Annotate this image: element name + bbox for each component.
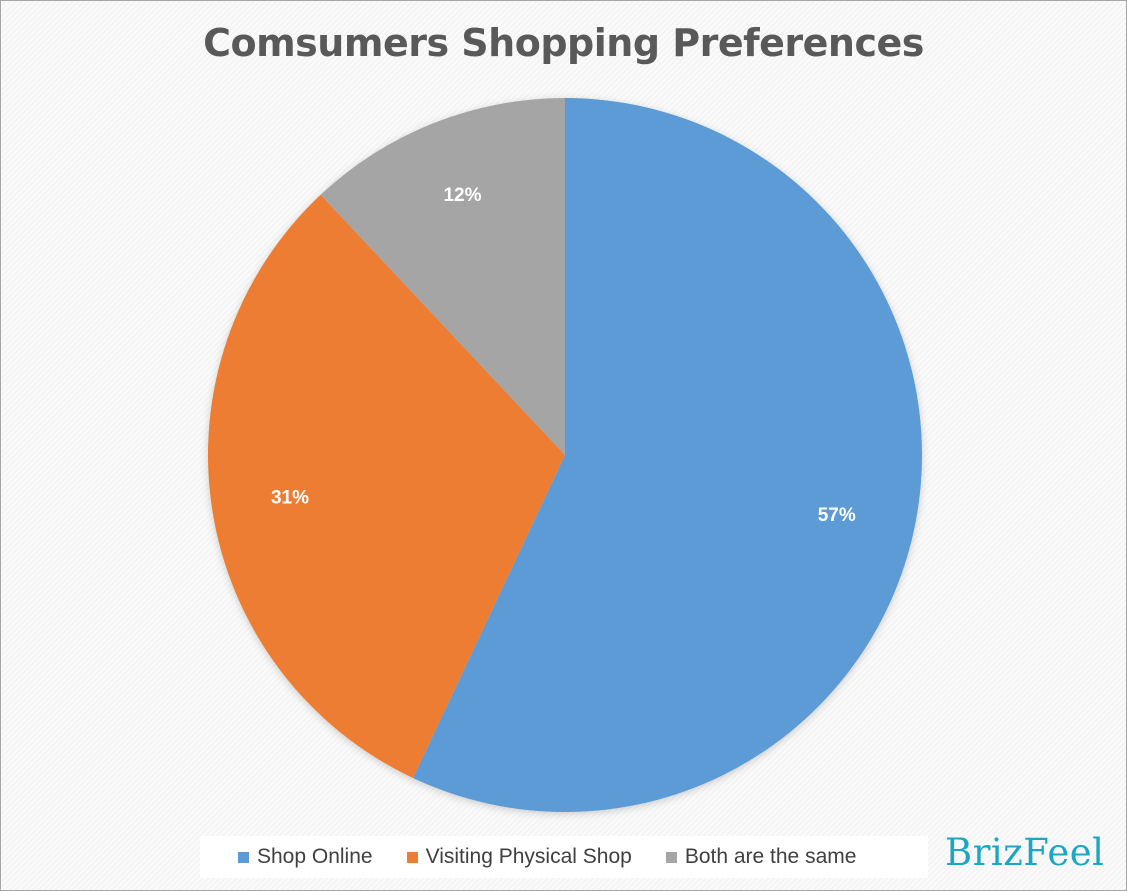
legend-item-both-are-the-same: Both are the same [665, 845, 857, 869]
data-label-visiting-physical-shop: 31% [271, 488, 309, 509]
chart-title: Comsumers Shopping Preferences [203, 21, 924, 65]
pie-data-labels: 57% 31% 12% [271, 185, 856, 526]
legend-item-shop-online: Shop Online [238, 845, 373, 869]
legend-label-shop-online: Shop Online [257, 845, 373, 868]
brizfeel-logo: BrizFeel [945, 831, 1105, 874]
pie-slice-shop-online [412, 98, 923, 812]
data-label-shop-online: 57% [818, 505, 856, 526]
legend-item-visiting-physical-shop: Visiting Physical Shop [406, 845, 632, 869]
pie-slices [207, 98, 923, 812]
pie-slice-both-are-the-same [320, 98, 565, 455]
pie-slice-visiting-physical-shop [207, 194, 565, 779]
legend-label-both-are-the-same: Both are the same [684, 845, 857, 868]
legend-swatch-both-are-the-same [665, 851, 677, 863]
legend-swatch-shop-online [238, 851, 249, 863]
legend-label-visiting-physical-shop: Visiting Physical Shop [425, 845, 632, 868]
legend-swatch-visiting-physical-shop [406, 851, 418, 863]
data-label-both-are-the-same: 12% [443, 185, 481, 206]
legend: Shop Online Visiting Physical Shop Both … [200, 836, 928, 878]
